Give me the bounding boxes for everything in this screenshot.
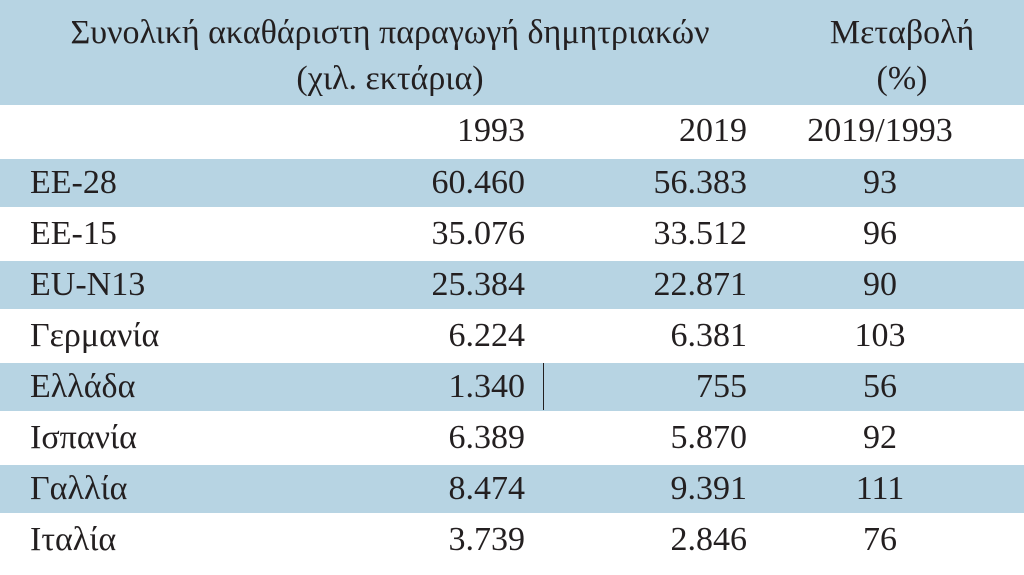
header-change-line2: (%) [876,60,928,97]
row-name: Γερμανία [30,317,160,354]
table-row: Γαλλία 8.474 9.391 111 [0,465,1024,513]
column-header-2019: 2019 [679,112,747,149]
column-subheader: 1993 2019 2019/1993 [0,105,1024,153]
table-row: ΕΕ-15 35.076 33.512 96 [0,210,1024,258]
row-change: 103 [854,317,906,354]
header-title: Συνολική ακαθάριστη παραγωγή δημητριακών… [0,10,780,102]
row-value-1993: 60.460 [431,164,526,201]
row-value-2019: 33.512 [653,215,748,252]
row-change: 90 [863,266,897,303]
header-title-line2: (χιλ. εκτάρια) [296,60,484,97]
row-value-2019: 2.846 [670,521,748,558]
row-value-1993: 35.076 [431,215,526,252]
table-row: Γερμανία 6.224 6.381 103 [0,312,1024,360]
row-value-2019: 22.871 [653,266,748,303]
header-change: Μεταβολή (%) [780,10,1024,102]
row-value-1993: 3.739 [448,521,526,558]
row-value-1993: 8.474 [448,470,526,507]
table-header: Συνολική ακαθάριστη παραγωγή δημητριακών… [0,0,1024,105]
row-change: 56 [863,368,897,405]
row-value-1993: 6.224 [448,317,526,354]
row-value-2019: 755 [696,368,747,405]
table-row: Ελλάδα 1.340 755 56 [0,363,1024,411]
row-change: 76 [863,521,897,558]
row-value-1993: 6.389 [448,419,526,456]
header-title-line1: Συνολική ακαθάριστη παραγωγή δημητριακών [70,14,710,51]
header-change-line1: Μεταβολή [829,14,975,51]
row-name: Γαλλία [30,470,128,507]
row-value-2019: 9.391 [670,470,748,507]
row-change: 96 [863,215,897,252]
column-divider [543,363,544,410]
column-header-change: 2019/1993 [807,112,953,149]
row-change: 92 [863,419,897,456]
row-name: EU-N13 [30,266,146,303]
row-name: ΕΕ-15 [30,215,117,252]
table-row: Ισπανία 6.389 5.870 92 [0,414,1024,462]
row-value-2019: 6.381 [670,317,748,354]
row-value-1993: 25.384 [431,266,526,303]
row-value-1993: 1.340 [448,368,526,405]
row-change: 111 [855,470,905,507]
row-value-2019: 56.383 [653,164,748,201]
column-header-1993: 1993 [457,112,525,149]
table-row: ΕΕ-28 60.460 56.383 93 [0,159,1024,207]
row-name: Ιταλία [30,521,117,558]
row-name: Ελλάδα [30,368,136,405]
row-name: ΕΕ-28 [30,164,117,201]
row-change: 93 [863,164,897,201]
row-value-2019: 5.870 [670,419,748,456]
table-row: EU-N13 25.384 22.871 90 [0,261,1024,309]
table-row: Ιταλία 3.739 2.846 76 [0,516,1024,564]
row-name: Ισπανία [30,419,137,456]
